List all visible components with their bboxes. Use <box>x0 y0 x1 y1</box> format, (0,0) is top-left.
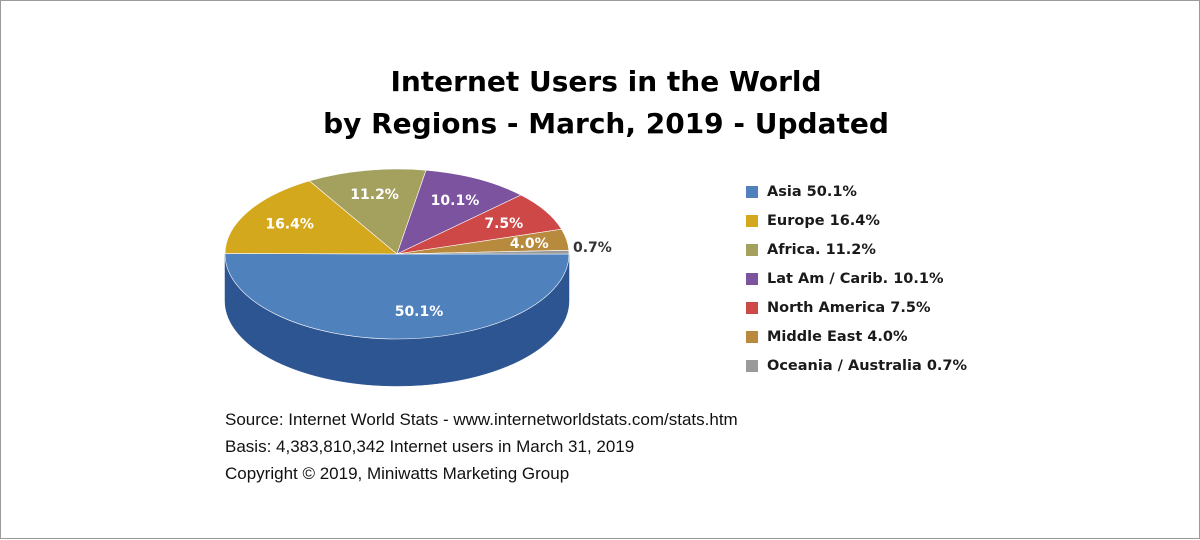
legend-item-north-america: North America 7.5% <box>746 293 967 322</box>
chart-title-line-2: by Regions - March, 2019 - Updated <box>323 107 889 140</box>
legend-label: Oceania / Australia 0.7% <box>767 357 968 374</box>
legend-swatch <box>746 272 758 285</box>
legend-label: Lat Am / Carib. 10.1% <box>767 270 944 287</box>
chart-title-line-1: Internet Users in the World <box>390 65 822 98</box>
legend-swatch <box>746 243 758 256</box>
pie-slice-lat-am-carib <box>396 169 522 255</box>
source-notes: Source: Internet World Stats - www.inter… <box>225 406 738 487</box>
legend-item-africa: Africa. 11.2% <box>746 235 967 264</box>
legend-label: Middle East 4.0% <box>767 328 908 345</box>
source-line: Source: Internet World Stats - www.inter… <box>225 410 738 429</box>
legend: Asia 50.1% Europe 16.4% Africa. 11.2% La… <box>746 177 967 380</box>
legend-item-oceania: Oceania / Australia 0.7% <box>746 351 967 380</box>
pie-slice-africa <box>308 168 427 255</box>
chart-title: Internet Users in the World by Regions -… <box>1 61 1200 145</box>
legend-swatch <box>746 185 758 198</box>
copyright-line: Copyright © 2019, Miniwatts Marketing Gr… <box>225 464 570 483</box>
legend-item-europe: Europe 16.4% <box>746 206 967 235</box>
data-label-africa: 11.2% <box>350 187 399 203</box>
data-label-oceania-australia: 0.7% <box>573 240 612 256</box>
legend-swatch <box>746 330 758 343</box>
legend-swatch <box>746 301 758 314</box>
pie-slice-europe <box>224 180 398 255</box>
basis-line: Basis: 4,383,810,342 Internet users in M… <box>225 437 635 456</box>
data-label-lat-am-carib: 10.1% <box>431 193 480 209</box>
legend-item-asia: Asia 50.1% <box>746 177 967 206</box>
data-label-europe: 16.4% <box>265 217 314 233</box>
legend-item-middle-east: Middle East 4.0% <box>746 322 967 351</box>
pie-slice-oceania-australia <box>396 249 570 255</box>
legend-label: Africa. 11.2% <box>767 241 876 258</box>
data-label-middle-east: 4.0% <box>510 236 549 252</box>
pie-slice-asia <box>224 253 570 340</box>
legend-label: Asia 50.1% <box>767 183 857 200</box>
data-label-north-america: 7.5% <box>484 216 523 232</box>
data-label-asia: 50.1% <box>395 304 444 320</box>
legend-swatch <box>746 359 758 372</box>
legend-item-latam: Lat Am / Carib. 10.1% <box>746 264 967 293</box>
legend-label: Europe 16.4% <box>767 212 880 229</box>
legend-swatch <box>746 214 758 227</box>
legend-label: North America 7.5% <box>767 299 931 316</box>
